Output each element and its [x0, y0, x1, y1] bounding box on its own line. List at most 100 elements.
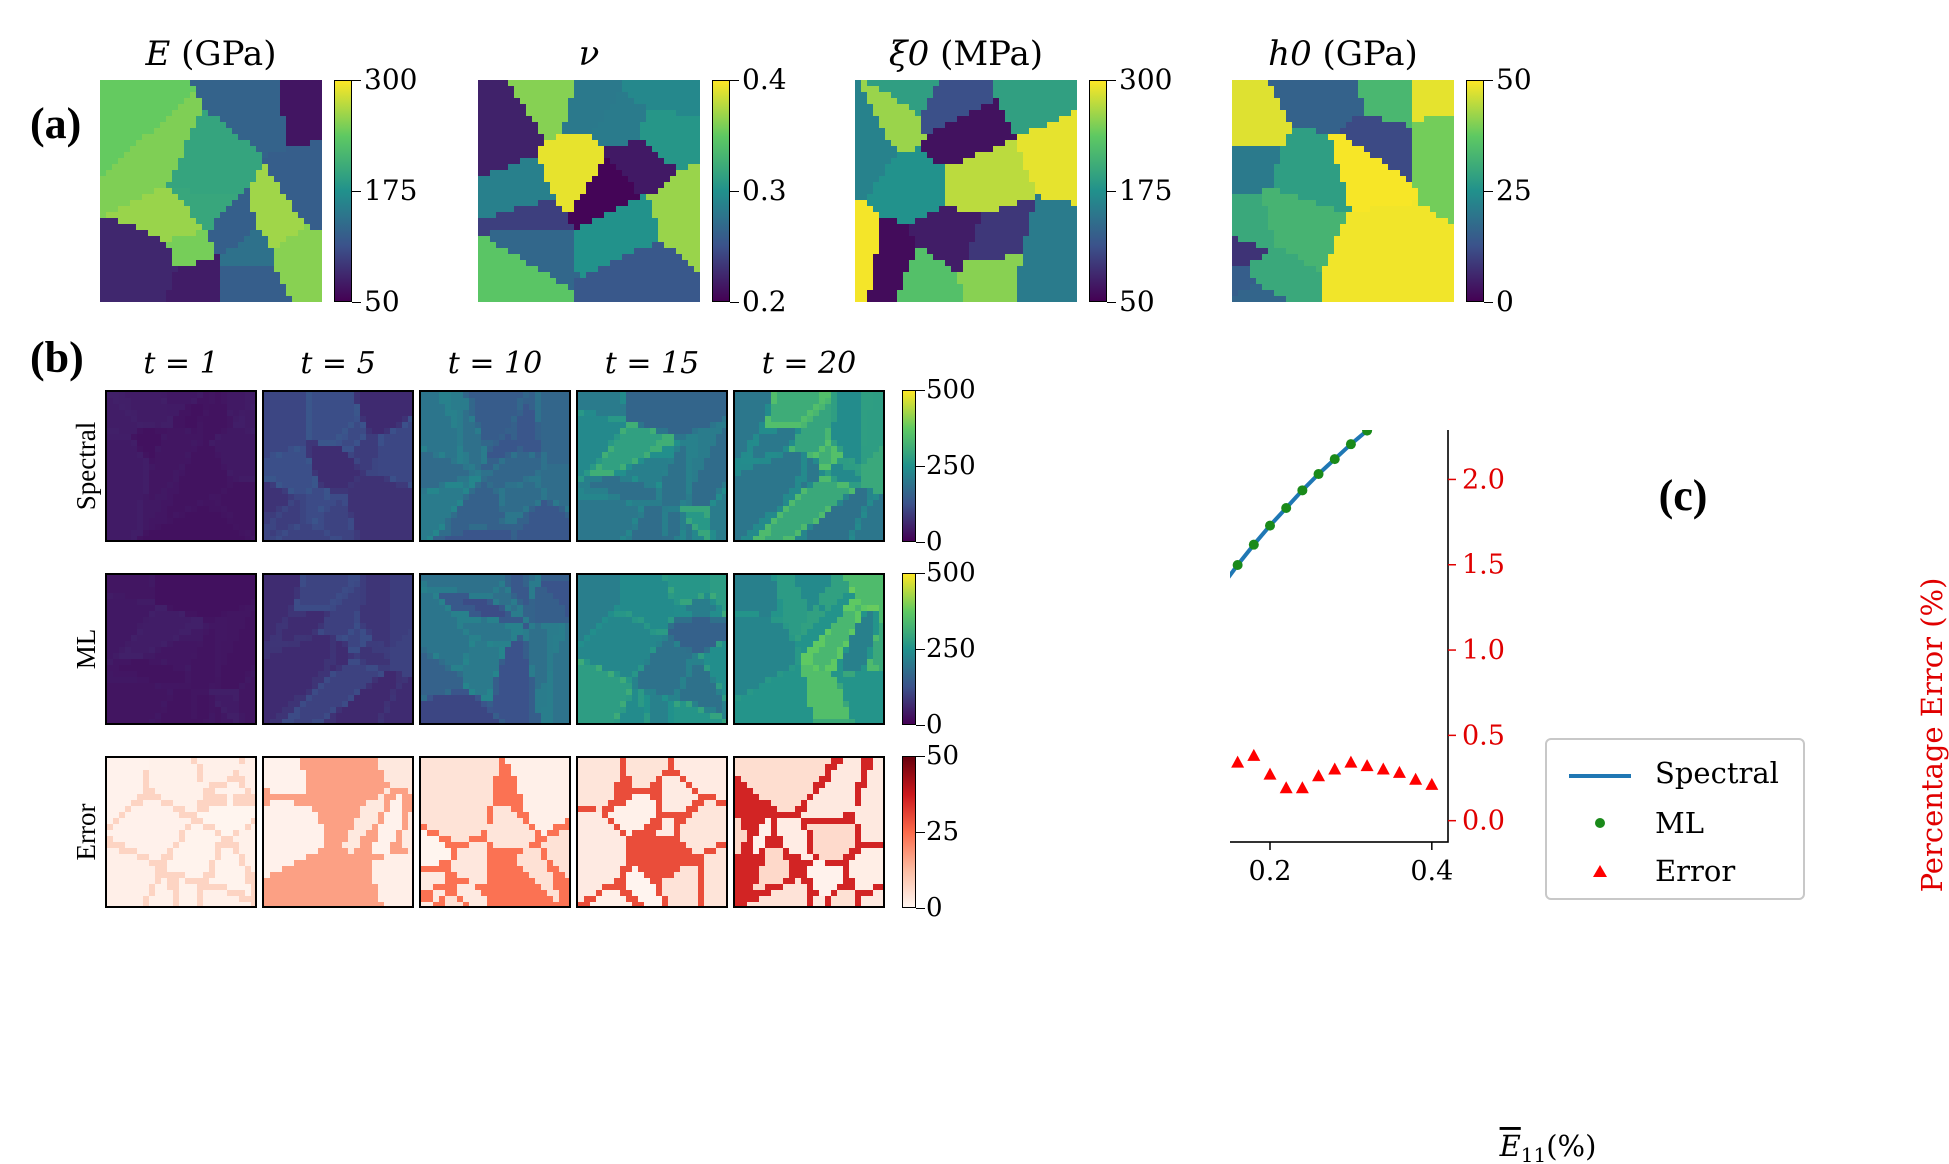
- colorbar-tick-mark: [916, 649, 925, 650]
- y-right-tick-label: 1.0: [1462, 635, 1505, 666]
- error-point: [1231, 755, 1245, 768]
- colorbar-tick-mark: [916, 725, 925, 726]
- map-symbol: h0: [1268, 34, 1312, 74]
- error-point: [1328, 762, 1342, 775]
- map-title-3: h0 (GPa): [1212, 34, 1474, 74]
- field-map: [419, 756, 571, 908]
- ml-point: [1232, 560, 1243, 571]
- chart-legend: Spectral ML Error: [1545, 738, 1805, 900]
- legend-ml-label: ML: [1655, 806, 1704, 840]
- colorbar-tick-mark: [730, 80, 739, 81]
- time-step-label: t = 1: [143, 346, 219, 381]
- field-map: [576, 390, 728, 542]
- field-map: [576, 756, 728, 908]
- map-title-2: ξ0 (MPa): [835, 34, 1097, 74]
- colorbar-tick-mark: [1484, 191, 1493, 192]
- colorbar-tick: 300: [364, 63, 418, 96]
- y-right-tick-label: 0.5: [1462, 720, 1505, 751]
- time-step-label: t = 10: [447, 346, 543, 381]
- colorbar-tick: 250: [926, 451, 976, 481]
- ml-point: [1297, 485, 1308, 496]
- field-map: [419, 573, 571, 725]
- y-label-symbol: σ: [1230, 797, 1231, 817]
- ml-point: [1345, 439, 1356, 450]
- colorbar-row-0: [902, 390, 916, 542]
- colorbar-tick: 25: [1496, 174, 1532, 207]
- y-right-tick-label: 1.5: [1462, 550, 1505, 581]
- colorbar-tick-mark: [916, 390, 925, 391]
- colorbar-tick-mark: [1484, 80, 1493, 81]
- y-label-unit: (MPa): [1230, 668, 1231, 765]
- map-unit: (GPa): [1311, 34, 1418, 74]
- colorbar-tick: 0.4: [742, 63, 787, 96]
- colorbar-tick-mark: [1484, 302, 1493, 303]
- panel-label-c: (c): [1659, 471, 1708, 520]
- colorbar-tick-mark: [916, 573, 925, 574]
- colorbar-tick-mark: [730, 302, 739, 303]
- y-label-subscript: vM: [1230, 765, 1235, 798]
- colorbar-tick: 0.3: [742, 174, 787, 207]
- colorbar-tick: 175: [1119, 174, 1173, 207]
- map-unit: (GPa): [170, 34, 277, 74]
- x-label-subscript: 11: [1521, 1143, 1546, 1164]
- map-symbol: E: [145, 34, 171, 74]
- map-symbol: ν: [578, 34, 600, 74]
- time-step-label: t = 15: [604, 346, 700, 381]
- time-step-label: t = 5: [300, 346, 376, 381]
- panel-label-b: (b): [30, 333, 84, 382]
- row-label-error: Error: [71, 803, 101, 861]
- field-map: [262, 390, 414, 542]
- error-point: [1312, 769, 1326, 782]
- error-point: [1409, 772, 1423, 785]
- error-point: [1247, 748, 1261, 761]
- colorbar-tick-mark: [1107, 80, 1116, 81]
- x-label-unit: (%): [1546, 1129, 1596, 1163]
- colorbar-tick-mark: [730, 191, 739, 192]
- error-point: [1425, 777, 1439, 790]
- y-axis-label-left: σvM (MPa): [1230, 668, 1235, 817]
- colorbar-tick: 175: [364, 174, 418, 207]
- y-right-tick-label: 2.0: [1462, 464, 1505, 495]
- field-map: [105, 390, 257, 542]
- x-tick-label: 0.2: [1249, 856, 1292, 887]
- error-point: [1376, 762, 1390, 775]
- colorbar-tick: 50: [1119, 285, 1155, 318]
- y-right-tick-label: 0.0: [1462, 806, 1505, 837]
- colorbar-tick-mark: [1107, 191, 1116, 192]
- panel-label-a: (a): [30, 99, 82, 148]
- error-point: [1263, 767, 1277, 780]
- colorbar-tick-mark: [916, 466, 925, 467]
- colorbar-tick: 50: [364, 285, 400, 318]
- colorbar-tick: 0: [926, 893, 943, 923]
- row-label-ml: ML: [71, 628, 101, 670]
- field-map: [419, 390, 571, 542]
- field-map: [262, 573, 414, 725]
- colorbar-tick: 25: [926, 817, 960, 847]
- colorbar-tick-mark: [352, 191, 361, 192]
- colorbar-tick: 500: [926, 375, 976, 405]
- series-spectral-line: [1230, 430, 1372, 579]
- error-point: [1344, 755, 1358, 768]
- colorbar-tick: 250: [926, 634, 976, 664]
- field-map: [105, 573, 257, 725]
- colorbar-0: [334, 80, 352, 302]
- error-point: [1360, 759, 1374, 772]
- error-point: [1295, 781, 1309, 794]
- colorbar-tick: 0.2: [742, 285, 787, 318]
- map-title-0: E (GPa): [80, 34, 342, 74]
- x-axis-label: E11(%): [1499, 1129, 1597, 1164]
- colorbar-row-2: [902, 756, 916, 908]
- ml-point: [1362, 430, 1373, 436]
- field-map: [576, 573, 728, 725]
- legend-error-marker: [1593, 865, 1607, 877]
- colorbar-2: [1089, 80, 1107, 302]
- field-map: [262, 756, 414, 908]
- property-map-1: [478, 80, 700, 302]
- colorbar-3: [1466, 80, 1484, 302]
- x-tick-label: 0.4: [1410, 856, 1453, 887]
- field-map: [733, 390, 885, 542]
- y-axis-label-right: Percentage Error (%): [1915, 578, 1949, 893]
- map-symbol: ξ0: [888, 34, 930, 74]
- legend-error-label: Error: [1655, 854, 1736, 888]
- legend-spectral-label: Spectral: [1655, 756, 1779, 790]
